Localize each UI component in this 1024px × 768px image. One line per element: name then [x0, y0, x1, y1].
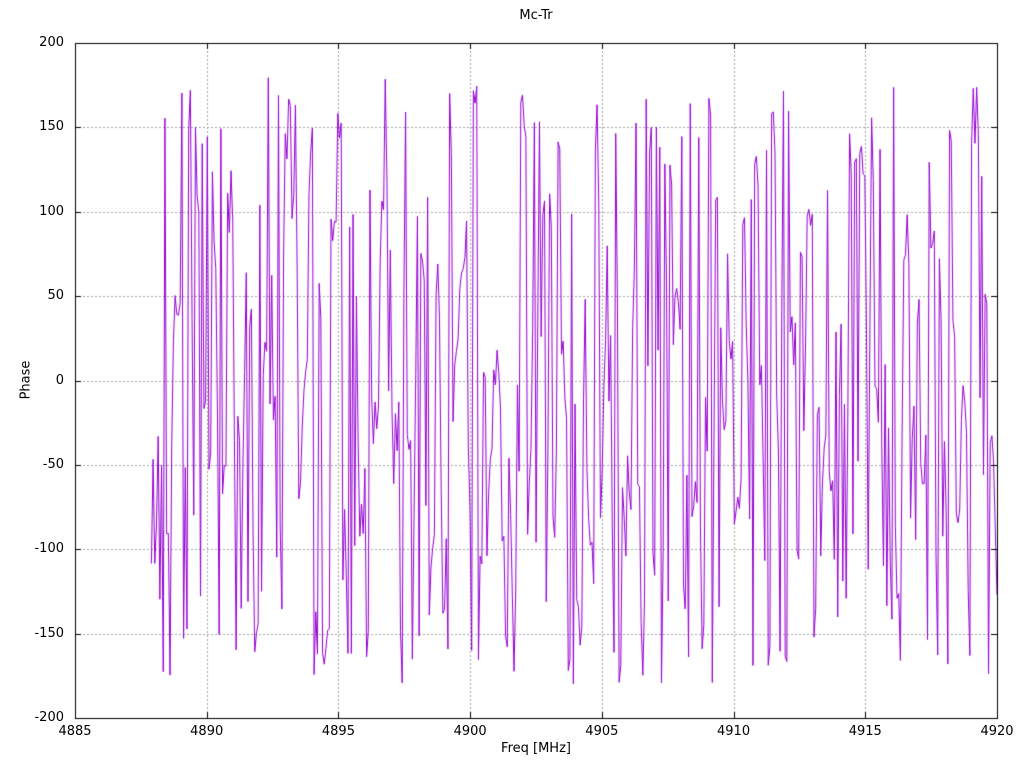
x-axis-label: Freq [MHz] [501, 741, 571, 756]
y-tick-label: 100 [39, 203, 64, 219]
y-tick-label: 200 [39, 35, 64, 50]
y-tick-label: -100 [34, 541, 64, 557]
y-tick-label: -50 [42, 456, 64, 472]
x-tick-label: 4900 [453, 724, 487, 739]
y-tick-label: 0 [55, 372, 64, 388]
y-tick-label: -150 [34, 625, 64, 641]
x-tick-label: 4910 [717, 724, 751, 739]
chart-title: Mc-Tr [519, 8, 553, 23]
y-tick-label: -200 [34, 710, 64, 725]
x-tick-label: 4895 [321, 724, 355, 739]
x-tick-label: 4905 [585, 724, 619, 739]
x-tick-label: 4915 [848, 724, 882, 739]
x-tick-label: 4890 [190, 724, 224, 739]
y-tick-label: 150 [39, 119, 64, 135]
x-tick-label: 4920 [980, 724, 1014, 739]
y-tick-label: 50 [47, 288, 64, 304]
x-tick-label: 4885 [58, 724, 92, 739]
